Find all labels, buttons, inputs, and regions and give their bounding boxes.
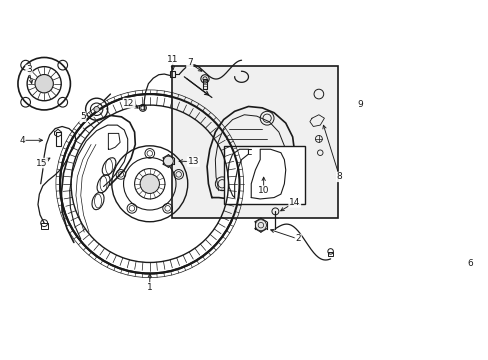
- Text: 11: 11: [166, 55, 178, 64]
- Circle shape: [60, 94, 239, 274]
- Text: 12: 12: [123, 99, 135, 108]
- Bar: [41, 223, 48, 229]
- Bar: [203, 79, 206, 89]
- Text: 9: 9: [357, 100, 363, 109]
- Text: 10: 10: [257, 186, 269, 195]
- Bar: [169, 71, 175, 77]
- Circle shape: [255, 220, 266, 231]
- Circle shape: [35, 75, 53, 93]
- Text: 15: 15: [36, 158, 47, 167]
- Bar: [327, 252, 333, 256]
- Text: 2: 2: [295, 234, 301, 243]
- Bar: [56, 132, 61, 146]
- Text: 13: 13: [187, 157, 199, 166]
- Circle shape: [94, 107, 99, 112]
- Text: 5: 5: [80, 112, 85, 121]
- Text: 1: 1: [146, 283, 152, 292]
- Text: 3: 3: [26, 66, 32, 75]
- Text: 7: 7: [186, 58, 192, 67]
- Text: 6: 6: [467, 258, 472, 267]
- Text: 8: 8: [336, 172, 342, 181]
- Circle shape: [140, 174, 159, 193]
- Text: 14: 14: [288, 198, 300, 207]
- Circle shape: [163, 156, 173, 166]
- Bar: [171, 67, 337, 218]
- Text: 4: 4: [19, 136, 25, 145]
- Bar: [223, 146, 305, 204]
